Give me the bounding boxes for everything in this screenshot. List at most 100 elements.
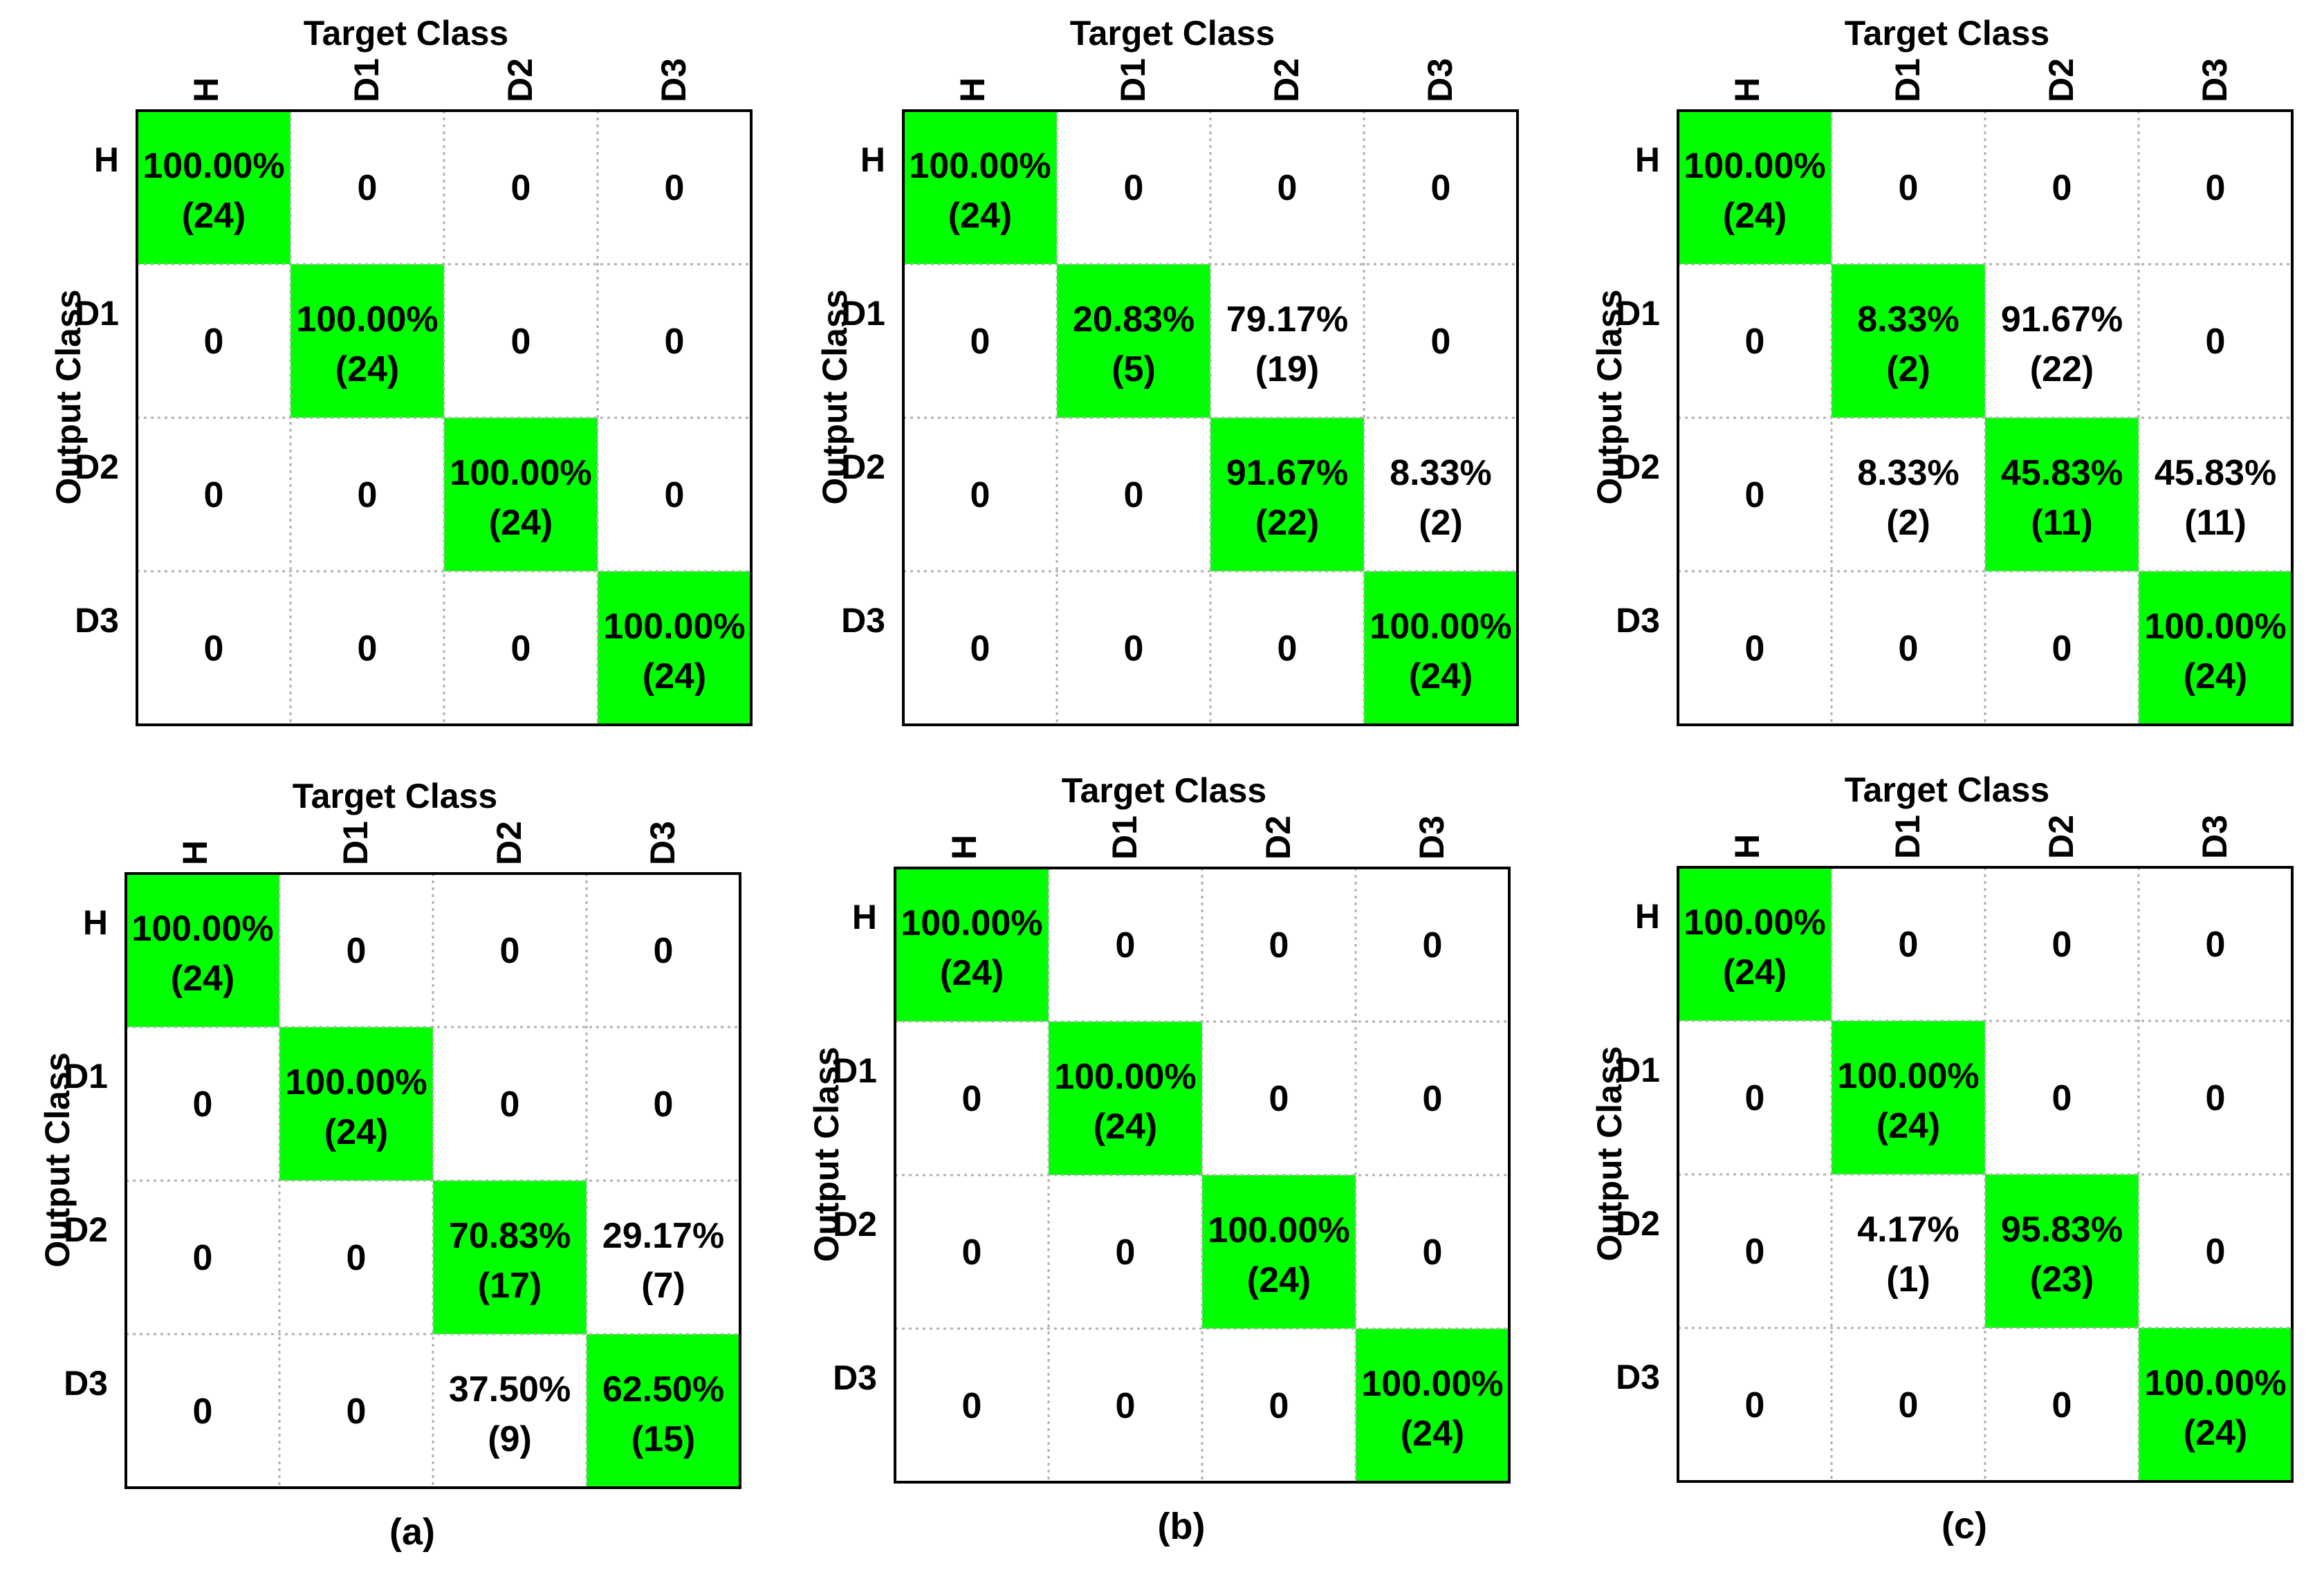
row-label: H (83, 903, 108, 942)
column-label: D3 (2195, 58, 2234, 102)
cell-count: (17) (478, 1266, 542, 1306)
cell-count: (11) (2184, 503, 2247, 543)
matrix-frame (894, 867, 1511, 1484)
panel-label: (b) (1158, 1506, 1206, 1547)
cell-count: (1) (1886, 1259, 1930, 1300)
cell-count: (22) (2030, 349, 2094, 389)
cell-count: (24) (940, 953, 1004, 993)
cell-percent: 62.50% (602, 1369, 724, 1410)
row-label: H (1635, 140, 1660, 179)
cell-count: (7) (641, 1266, 685, 1306)
confusion-matrix-panel-3: Target Class H D1 D2 D3 H D1 D2 D3 Output Class 10… (1590, 14, 2294, 726)
cell-value: 0 (2052, 1385, 2072, 1425)
column-label: D1 (347, 58, 386, 102)
cell-count: (24) (2184, 1413, 2247, 1453)
cell-percent: 100.00% (1837, 1056, 1979, 1096)
cell-percent: 91.67% (2001, 299, 2123, 340)
column-label: D2 (501, 58, 540, 102)
cell-value: 0 (204, 629, 224, 669)
diagonal-cell-bg (1364, 571, 1518, 725)
matrix-frame (1677, 109, 2294, 726)
x-axis-title: Target Class (1845, 770, 2049, 809)
x-axis-title: Target Class (1070, 14, 1275, 53)
cell-percent: 100.00% (1361, 1364, 1503, 1404)
cell-value: 0 (970, 322, 990, 362)
y-axis-title: Output Class (1590, 1046, 1629, 1261)
cell-count: (24) (1247, 1260, 1311, 1300)
cell-percent: 70.83% (449, 1216, 571, 1256)
cell-count: (9) (488, 1419, 532, 1459)
x-axis-title: Target Class (304, 14, 508, 53)
diagonal-cell-bg (1985, 1174, 2139, 1328)
cell-percent: 100.00% (1684, 903, 1825, 943)
diagonal-cell-bg (1049, 1022, 1202, 1175)
cell-value: 0 (1124, 168, 1144, 208)
row-label: D1 (1616, 1051, 1660, 1089)
diagonal-cell-bg (1832, 264, 1985, 418)
column-label: H (953, 77, 992, 102)
y-axis-title: Output Class (815, 289, 854, 504)
cell-value: 0 (347, 1392, 367, 1432)
diagonal-cell-bg (126, 874, 279, 1027)
row-label: D2 (833, 1205, 877, 1244)
cell-value: 0 (2052, 629, 2072, 669)
cell-value: 0 (358, 168, 378, 208)
column-label: D2 (1267, 58, 1306, 102)
cell-count: (24) (948, 196, 1012, 236)
cell-value: 0 (193, 1238, 213, 1278)
x-axis-title: Target Class (1845, 14, 2049, 53)
cell-value: 0 (1124, 629, 1144, 669)
cell-value: 0 (2206, 1232, 2226, 1272)
cell-count: (24) (182, 196, 246, 236)
cell-value: 0 (511, 168, 531, 208)
diagonal-cell-bg (444, 418, 598, 571)
cell-value: 0 (962, 1079, 982, 1119)
matrix-frame (136, 109, 753, 726)
cell-percent: 100.00% (285, 1062, 427, 1102)
cell-percent: 79.17% (1226, 299, 1348, 340)
cell-value: 0 (1423, 1079, 1443, 1119)
row-label: H (1635, 897, 1660, 936)
diagonal-cell-bg (587, 1334, 740, 1488)
cell-value: 0 (970, 629, 990, 669)
cell-value: 0 (358, 475, 378, 515)
column-label: H (187, 77, 225, 102)
cell-percent: 100.00% (131, 909, 273, 949)
cell-value: 0 (1278, 629, 1298, 669)
cell-value: 0 (1431, 168, 1451, 208)
panel-label: (c) (1942, 1505, 1987, 1546)
diagonal-cell-bg (137, 111, 290, 264)
diagonal-cell-bg (1210, 418, 1364, 571)
cell-count: (22) (1255, 503, 1319, 543)
cell-percent: 45.83% (2155, 453, 2276, 493)
column-label: D2 (2042, 58, 2081, 102)
cell-percent: 100.00% (2144, 1363, 2286, 1403)
cell-value: 0 (500, 931, 520, 971)
cell-percent: 37.50% (449, 1369, 571, 1410)
cell-value: 0 (347, 931, 367, 971)
column-label: D3 (2195, 815, 2234, 859)
cell-value: 0 (511, 629, 531, 669)
x-axis-title: Target Class (1062, 771, 1266, 810)
confusion-matrix-panel-6: Target Class H D1 D2 D3 H D1 D2 D3 Output Class 10… (1590, 770, 2294, 1546)
cell-percent: 100.00% (1370, 607, 1511, 647)
cell-value: 0 (665, 475, 685, 515)
cell-value: 0 (193, 1084, 213, 1125)
cell-value: 0 (1899, 1385, 1919, 1425)
column-label: D3 (1421, 58, 1459, 102)
cell-value: 0 (500, 1084, 520, 1125)
cell-percent: 100.00% (909, 146, 1051, 186)
cell-value: 0 (1116, 1232, 1136, 1273)
cell-percent: 45.83% (2001, 453, 2123, 493)
diagonal-cell-bg (903, 111, 1057, 264)
cell-value: 0 (1278, 168, 1298, 208)
row-label: D3 (75, 601, 119, 640)
row-label: D3 (1616, 601, 1660, 640)
cell-value: 0 (2206, 1078, 2226, 1118)
cell-value: 0 (1269, 925, 1289, 966)
cell-value: 0 (1745, 1078, 1765, 1118)
cell-percent: 91.67% (1226, 453, 1348, 493)
y-axis-title: Output Class (38, 1052, 77, 1267)
panel-label: (a) (389, 1511, 435, 1553)
